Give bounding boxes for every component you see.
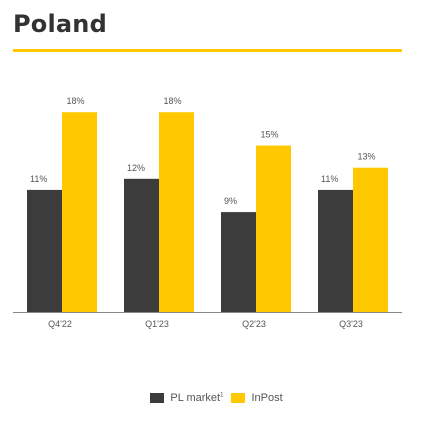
page-title: Poland xyxy=(13,10,107,38)
data-label: 11% xyxy=(321,174,338,184)
bar-inpost xyxy=(159,112,194,312)
data-label: 9% xyxy=(224,196,237,206)
data-label: 18% xyxy=(163,96,181,106)
bar-inpost xyxy=(256,145,291,312)
bar-chart: 11% 18% Q4'22 12% 18% Q1'23 9% 15% Q2'23 11% 13% Q3… xyxy=(13,96,402,329)
bar-pl-market xyxy=(124,178,159,312)
x-tick-label: Q4'22 xyxy=(48,319,72,329)
legend-label-inpost: InPost xyxy=(251,392,283,404)
legend-item-pl-market: PL market1 xyxy=(150,392,223,404)
legend-swatch-inpost xyxy=(231,393,246,403)
legend-swatch-pl-market xyxy=(150,393,165,403)
legend-item-inpost: InPost xyxy=(231,392,283,404)
bar-pl-market xyxy=(221,212,256,312)
data-label: 12% xyxy=(127,163,145,173)
data-label: 11% xyxy=(30,174,47,184)
data-label: 18% xyxy=(66,96,84,106)
chart-legend: PL market1 InPost xyxy=(0,392,433,404)
bar-pl-market xyxy=(27,189,62,312)
legend-label-pl-market: PL market1 xyxy=(170,392,224,404)
bar-inpost xyxy=(62,112,97,312)
bar-pl-market xyxy=(318,189,353,312)
data-label: 13% xyxy=(357,152,375,162)
x-tick-label: Q1'23 xyxy=(145,319,169,329)
bar-inpost xyxy=(353,167,388,312)
data-label: 15% xyxy=(260,130,278,140)
x-tick-label: Q2'23 xyxy=(242,319,266,329)
title-underline xyxy=(13,49,402,52)
x-tick-label: Q3'23 xyxy=(339,319,363,329)
